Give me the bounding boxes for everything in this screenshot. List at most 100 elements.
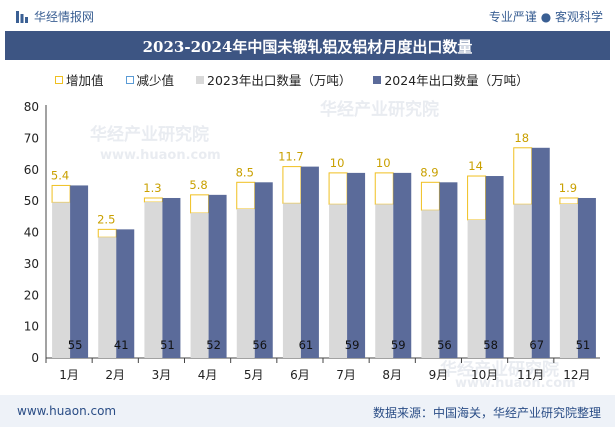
footer-source: 数据来源：中国海关，华经产业研究院整理 [372,406,601,420]
bar-2023 [52,202,71,358]
legend-decrease: 减少值 [125,70,175,89]
change-bar [51,184,71,203]
change-bar [467,175,487,221]
title-bar: 2023-2024年中国未锻轧铝及铝材月度出口数量 [5,31,610,60]
bar-2024 [208,194,227,358]
change-bar [374,172,394,205]
value-2024-label: 56 [252,338,267,352]
change-bar [190,194,210,214]
bar-2023 [559,203,578,358]
bar-2024 [347,172,366,358]
change-bar [236,181,256,210]
change-value-label: 2.5 [97,212,115,226]
value-2024-label: 51 [576,338,591,352]
change-value-label: 18 [514,131,529,145]
change-bar [282,166,302,204]
value-2024-label: 51 [160,338,175,352]
value-2024-label: 59 [391,338,406,352]
x-tick-label: 12月 [563,368,590,382]
x-tick-label: 8月 [382,368,402,382]
legend-2023: 2023年出口数量（万吨） [196,70,351,89]
watermark-text: 华经产业研究院 [440,360,559,380]
bar-2023 [282,203,301,358]
bar-2023 [329,204,348,358]
value-2024-label: 67 [529,338,544,352]
legend-increase: 增加值 [55,70,104,89]
bar-2024 [70,185,89,358]
y-tick-label: 50 [24,194,39,208]
change-bar [143,197,163,203]
x-tick-label: 6月 [290,368,310,382]
legend-increase-swatch [55,75,63,84]
bar-2023 [98,237,117,358]
bar-2024 [439,182,458,358]
value-2024-label: 61 [299,338,314,352]
legend-2023-label: 2023年出口数量（万吨） [207,73,352,88]
legend-2024-swatch [373,75,382,84]
x-tick-label: 1月 [59,368,79,382]
watermark-url: www.huaon.com [455,376,576,391]
y-tick-label: 10 [24,320,39,334]
change-value-label: 14 [468,159,483,173]
legend-decrease-label: 减少值 [136,73,175,88]
y-tick-label: 40 [24,226,39,240]
change-value-label: 11.7 [278,150,304,164]
bar-2023 [421,210,440,358]
bar-2023 [190,213,209,358]
bar-2023 [375,204,394,358]
change-bar [328,172,348,205]
top-bar: 华经情报网 专业严谨 ● 客观科学 [0,0,615,30]
change-value-label: 10 [330,156,345,170]
brand-name: 华经情报网 [34,10,95,24]
chart-legend: 增加值 减少值 2023年出口数量（万吨） 2024年出口数量（万吨） [55,70,529,89]
legend-2023-swatch [196,75,205,84]
y-tick-label: 80 [24,100,39,114]
footer: www.huaon.com 数据来源：中国海关，华经产业研究院整理 [0,395,615,427]
bar-2024 [116,229,135,358]
watermark-text: 华经产业研究院 [320,100,439,120]
y-tick-label: 0 [31,351,39,365]
change-bar [513,147,533,205]
huajing-logo-icon [16,10,28,23]
bar-2023 [513,204,532,358]
x-tick-label: 2月 [105,368,125,382]
bar-2023 [467,219,486,358]
chart-plot: 0 10 20 30 40 50 60 70 80 5.4 55 1月 2.5 41 2月 1.3 51 3月 5.… [24,100,600,382]
y-tick-label: 70 [24,131,39,145]
change-value-label: 1.9 [559,181,577,195]
bar-2024 [577,197,596,358]
bar-2024 [300,166,319,358]
legend-increase-label: 增加值 [66,73,104,88]
bar-2024 [531,147,550,358]
change-bar [97,228,117,238]
change-value-label: 10 [376,156,391,170]
change-value-label: 5.4 [51,168,69,182]
legend-decrease-swatch [125,75,134,84]
value-2024-label: 52 [206,338,221,352]
x-tick-label: 7月 [336,368,356,382]
bar-2024 [393,172,412,358]
value-2024-label: 56 [437,338,452,352]
change-value-label: 8.5 [236,165,254,179]
brand[interactable]: 华经情报网 [16,8,94,25]
legend-2024-label: 2024年出口数量（万吨） [384,73,529,88]
bar-2023 [236,208,255,358]
chart-title: 2023-2024年中国未锻轧铝及铝材月度出口数量 [142,38,473,56]
value-2024-label: 41 [114,338,129,352]
value-2024-label: 59 [345,338,360,352]
y-tick-label: 30 [24,257,39,271]
bar-2023 [144,202,163,358]
x-tick-label: 4月 [198,368,218,382]
change-bar [420,181,440,211]
footer-website[interactable]: www.huaon.com [17,404,117,418]
watermark-url: www.huaon.com [100,148,221,163]
bar-2024 [162,197,181,358]
x-tick-label: 3月 [152,368,172,382]
value-2024-label: 58 [483,338,498,352]
change-value-label: 8.9 [420,165,438,179]
value-2024-label: 55 [68,338,83,352]
y-tick-label: 60 [24,163,39,177]
change-bar [559,197,579,205]
legend-2024: 2024年出口数量（万吨） [373,70,529,89]
y-tick-label: 20 [24,288,39,302]
